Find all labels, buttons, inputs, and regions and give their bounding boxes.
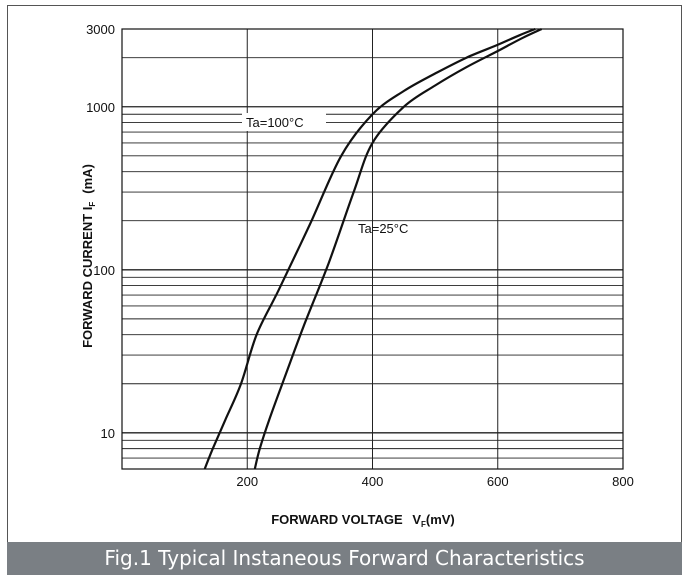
plot-border — [121, 28, 624, 470]
figure-frame: 200 400 600 800 10 100 1000 3000 Ta=100°C Ta=25… — [7, 5, 682, 570]
tick-labels: 200 400 600 800 10 100 1000 3000 — [86, 22, 634, 489]
grid-lines — [122, 29, 623, 470]
x-tick-label: 800 — [612, 474, 634, 489]
x-tick-label: 600 — [487, 474, 509, 489]
series-lines — [203, 27, 543, 470]
y-tick-label: 100 — [93, 263, 115, 278]
x-tick-label: 400 — [362, 474, 384, 489]
y-axis-title: FORWARD CURRENT IF(mA) — [80, 164, 97, 348]
series-line-25c — [253, 28, 543, 470]
x-tick-label: 200 — [236, 474, 258, 489]
series-label-25c: Ta=25°C — [358, 221, 408, 236]
y-tick-label: 3000 — [86, 22, 115, 37]
y-tick-label: 1000 — [86, 100, 115, 115]
x-axis-title: FORWARD VOLTAGE VF(mV) — [271, 512, 455, 529]
figure-caption: Fig.1 Typical Instaneous Forward Charact… — [7, 542, 682, 575]
series-label-100c: Ta=100°C — [246, 115, 304, 130]
series-label-100c-bg — [242, 113, 326, 131]
y-tick-label: 10 — [101, 426, 115, 441]
series-line-100c — [203, 27, 536, 470]
series-labels: Ta=100°C Ta=25°C — [242, 113, 408, 236]
forward-characteristics-chart: 200 400 600 800 10 100 1000 3000 Ta=100°C Ta=25… — [80, 22, 634, 529]
